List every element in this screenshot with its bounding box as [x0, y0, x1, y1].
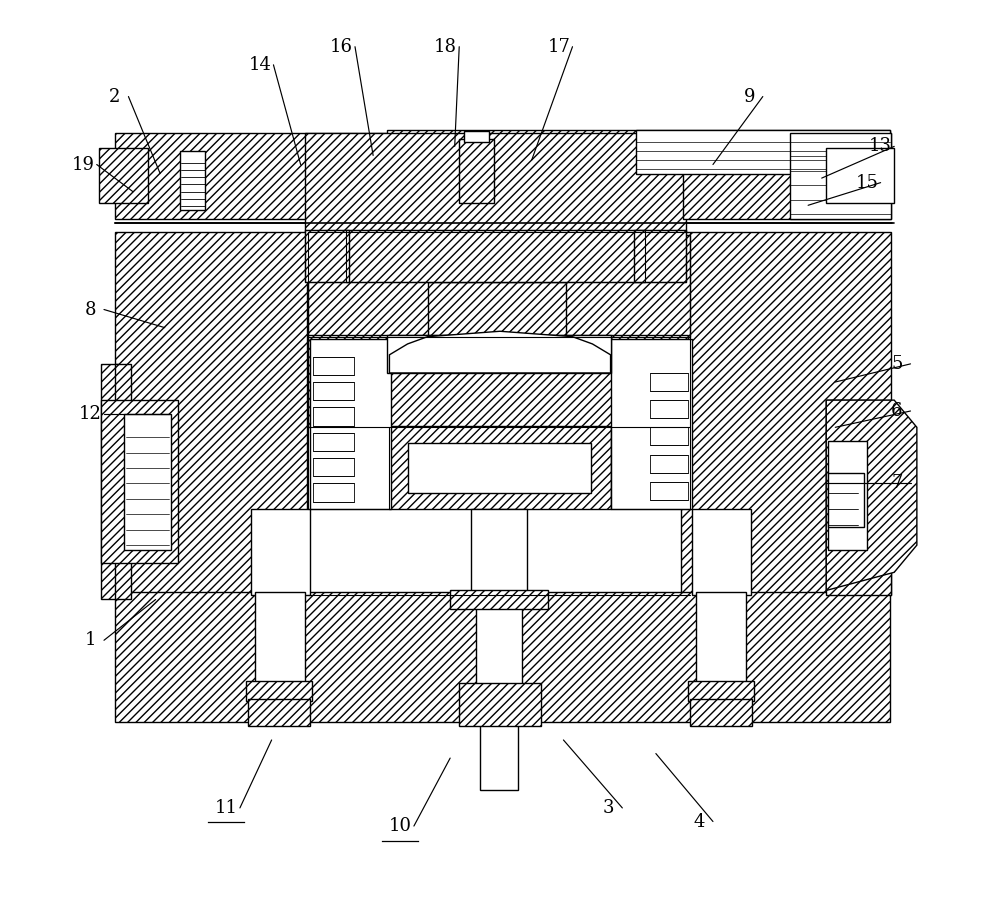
- Bar: [101, 400, 178, 564]
- Bar: [650, 400, 688, 418]
- Text: 15: 15: [856, 174, 878, 192]
- Bar: [828, 441, 867, 550]
- Bar: [346, 230, 645, 283]
- Bar: [683, 133, 891, 219]
- Bar: [826, 148, 894, 203]
- Polygon shape: [389, 331, 611, 373]
- Bar: [480, 722, 518, 790]
- Text: 18: 18: [434, 37, 457, 55]
- Text: 17: 17: [547, 37, 570, 55]
- Text: 12: 12: [79, 405, 102, 423]
- Bar: [305, 133, 686, 233]
- Bar: [313, 433, 354, 451]
- Bar: [246, 681, 312, 701]
- Bar: [681, 233, 891, 595]
- Bar: [180, 151, 205, 210]
- Bar: [313, 458, 354, 476]
- Text: 3: 3: [603, 799, 614, 817]
- Bar: [688, 681, 754, 701]
- Bar: [650, 427, 688, 445]
- Bar: [692, 509, 751, 595]
- Text: 6: 6: [891, 402, 903, 420]
- Bar: [248, 699, 310, 726]
- Bar: [408, 443, 591, 493]
- Bar: [790, 133, 891, 219]
- Bar: [308, 235, 430, 336]
- Text: 9: 9: [743, 87, 755, 105]
- Text: 8: 8: [85, 301, 96, 318]
- Bar: [115, 233, 307, 595]
- Bar: [387, 130, 890, 174]
- Bar: [310, 338, 391, 509]
- Bar: [251, 509, 310, 595]
- Bar: [650, 454, 688, 473]
- Text: 13: 13: [869, 137, 892, 155]
- Bar: [115, 364, 131, 600]
- Bar: [313, 382, 354, 400]
- Bar: [313, 407, 354, 425]
- Bar: [313, 484, 354, 502]
- Text: 2: 2: [109, 87, 121, 105]
- Bar: [387, 335, 611, 373]
- Text: 7: 7: [891, 474, 903, 493]
- Bar: [826, 400, 872, 564]
- Bar: [115, 593, 890, 722]
- Bar: [124, 414, 171, 550]
- Bar: [389, 425, 611, 509]
- Bar: [115, 133, 387, 219]
- Text: 11: 11: [215, 799, 238, 817]
- Polygon shape: [826, 400, 917, 591]
- Polygon shape: [428, 283, 566, 336]
- Bar: [450, 591, 548, 608]
- Bar: [690, 699, 752, 726]
- Text: 4: 4: [694, 813, 705, 831]
- Bar: [464, 131, 489, 142]
- Polygon shape: [826, 400, 891, 595]
- Bar: [476, 605, 522, 685]
- Bar: [308, 335, 688, 427]
- Bar: [471, 509, 527, 595]
- Bar: [828, 473, 864, 527]
- Bar: [459, 139, 494, 203]
- Bar: [305, 230, 349, 283]
- Bar: [611, 338, 692, 509]
- Bar: [459, 683, 541, 726]
- Bar: [650, 482, 688, 500]
- Bar: [255, 593, 305, 683]
- Bar: [313, 356, 354, 375]
- Text: 10: 10: [389, 817, 412, 835]
- Bar: [636, 130, 890, 174]
- Text: 14: 14: [248, 55, 271, 74]
- Bar: [696, 593, 746, 683]
- Text: 19: 19: [72, 155, 95, 174]
- Text: 16: 16: [330, 37, 353, 55]
- Bar: [562, 235, 690, 336]
- Text: 5: 5: [891, 355, 903, 373]
- Bar: [650, 373, 688, 391]
- Bar: [99, 148, 148, 203]
- Bar: [634, 230, 686, 283]
- Bar: [101, 364, 118, 600]
- Text: 1: 1: [85, 631, 96, 649]
